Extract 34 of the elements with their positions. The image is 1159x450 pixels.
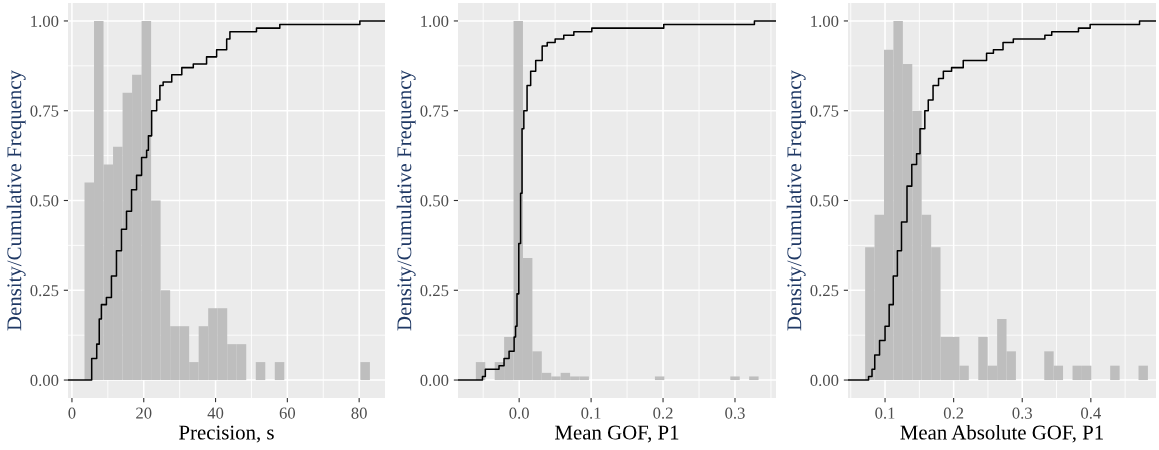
y-tick-label: 0.25 [420,284,449,297]
y-axis-title: Density/Cumulative Frequency [396,70,416,331]
y-tick-label: 0.00 [420,374,449,387]
x-tick-label: 0.3 [725,407,745,419]
y-axis-title: Density/Cumulative Frequency [6,70,26,331]
x-tick-label: 60 [279,407,296,419]
y-tick-label: 1.00 [421,15,449,27]
y-tick-label: 0.75 [810,105,839,117]
x-tick-label: 0.1 [875,407,895,419]
x-tick-label: 20 [136,407,152,419]
y-tick-label: 1.00 [811,15,839,27]
x-tick-label: 40 [207,407,224,419]
y-tick-label: 0.75 [30,105,59,117]
x-tick-label: 0.1 [581,407,601,419]
y-axis-title: Density/Cumulative Frequency [786,70,806,331]
y-tick-label: 0.25 [810,284,839,297]
x-tick-label: 0.4 [1081,407,1101,419]
y-tick-label: 0.50 [810,195,839,207]
x-tick-label: 80 [351,407,367,419]
y-tick-label: 0.00 [30,374,59,387]
y-tick-label: 0.50 [420,195,449,207]
x-tick-label: 0.3 [1012,407,1032,419]
y-tick-label: 0.00 [810,374,839,387]
y-tick-label: 0.25 [30,284,59,297]
x-tick-label: 0 [68,407,76,419]
x-tick-label: 0.2 [943,407,964,419]
x-axis-title: Mean GOF, P1 [555,425,679,443]
y-tick-label: 0.50 [30,195,59,207]
y-tick-label: 0.75 [420,105,449,117]
x-tick-label: 0.2 [653,407,673,419]
x-tick-label: 0.0 [509,407,529,419]
x-axis-title: Precision, s [179,425,274,443]
y-tick-label: 1.00 [31,15,59,27]
x-axis-title: Mean Absolute GOF, P1 [900,424,1103,443]
